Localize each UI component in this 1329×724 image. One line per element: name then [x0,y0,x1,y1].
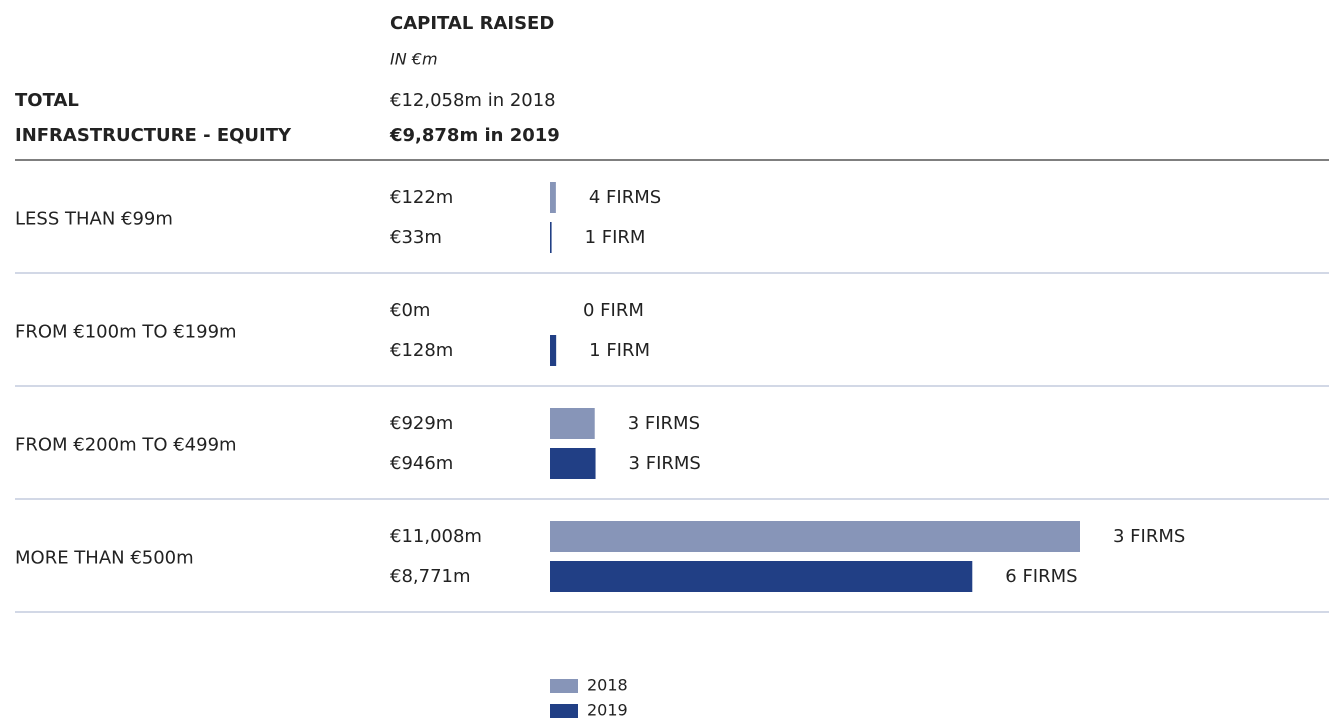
value-label: €929m [390,413,453,434]
value-label: €946m [390,453,453,474]
value-label: €11,008m [390,526,482,547]
category-label: LESS THAN €99m [15,209,173,230]
legend-label: 2018 [587,676,628,695]
firm-label: 0 FIRM [583,300,644,321]
category-label: FROM €100m TO €199m [15,322,237,343]
value-label: €8,771m [390,566,471,587]
total: €9,878m in 2019 [389,125,560,146]
firm-label: 3 FIRMS [628,413,700,434]
bar [550,561,973,592]
chart-title: CAPITAL RAISED [390,13,554,34]
firm-label: 3 FIRMS [629,453,701,474]
heading: INFRASTRUCTURE - EQUITY [15,125,292,146]
bar [550,182,556,213]
bar [550,521,1080,552]
bar [550,448,596,479]
category-label: FROM €200m TO €499m [15,435,237,456]
firm-label: 1 FIRM [585,227,646,248]
value-label: €122m [390,187,453,208]
legend-label: 2019 [587,701,628,720]
bar [550,222,552,253]
firm-label: 6 FIRMS [1005,566,1077,587]
legend-swatch [550,704,578,718]
total: €12,058m in 2018 [390,90,556,111]
chart-subtitle: IN €m [390,50,438,69]
firm-label: 4 FIRMS [589,187,661,208]
category-label: MORE THAN €500m [15,548,194,569]
bar [550,335,557,366]
bar [550,408,595,439]
value-label: €0m [390,300,430,321]
value-label: €128m [390,340,453,361]
firm-label: 3 FIRMS [1113,526,1185,547]
heading: TOTAL [15,90,79,111]
value-label: €33m [390,227,442,248]
legend-swatch [550,679,578,693]
firm-label: 1 FIRM [589,340,650,361]
